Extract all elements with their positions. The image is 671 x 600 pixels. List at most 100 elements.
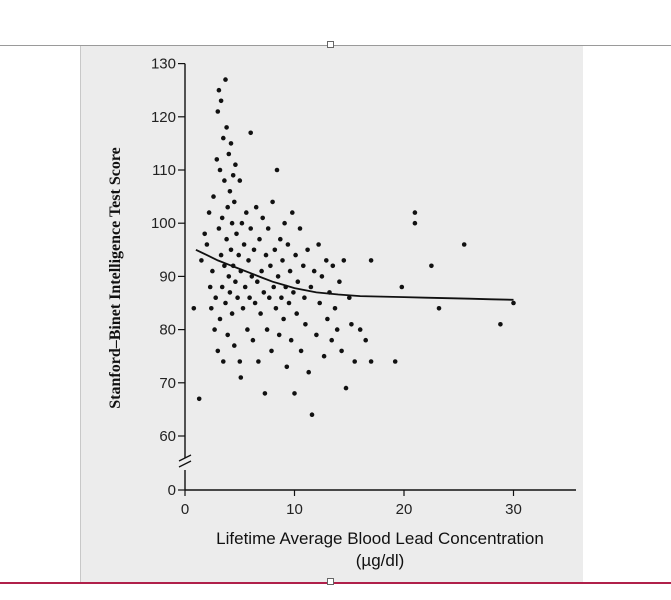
data-point <box>241 242 247 247</box>
data-point <box>286 300 292 306</box>
data-point <box>341 258 347 263</box>
y-axis-label: Stanford–Binet Intelligence Test Score <box>107 147 124 408</box>
data-point <box>211 194 216 199</box>
data-point <box>399 284 405 290</box>
data-point <box>233 162 238 167</box>
data-point <box>265 226 271 231</box>
data-point <box>237 359 243 364</box>
data-point <box>228 141 234 146</box>
x-axis-units: (µg/dl) <box>356 551 405 570</box>
data-point <box>347 295 352 301</box>
data-point <box>228 247 234 253</box>
data-point <box>294 311 300 316</box>
data-point <box>216 226 222 231</box>
data-point <box>319 274 325 279</box>
data-point <box>324 258 329 263</box>
data-point <box>212 327 217 332</box>
data-point <box>223 300 228 306</box>
data-point <box>368 359 374 364</box>
data-point <box>274 167 280 173</box>
data-point <box>199 258 204 263</box>
data-point <box>329 337 335 343</box>
data-point <box>225 332 230 338</box>
data-point <box>229 311 235 316</box>
data-point <box>202 231 207 237</box>
data-point <box>224 236 229 242</box>
data-point <box>209 306 214 311</box>
data-point <box>303 322 308 327</box>
data-point <box>305 247 310 253</box>
data-point <box>262 391 268 396</box>
data-point <box>252 300 258 306</box>
y-tick-label: 110 <box>152 162 176 179</box>
x-axis-label: Lifetime Average Blood Lead Concentratio… <box>216 529 544 548</box>
data-point <box>235 295 240 301</box>
data-point <box>267 295 272 301</box>
data-point <box>226 151 232 157</box>
data-point <box>227 290 233 295</box>
data-point <box>254 279 260 285</box>
data-point <box>245 327 250 332</box>
data-point <box>279 295 284 301</box>
data-point <box>285 242 291 247</box>
data-point <box>363 337 369 343</box>
data-point <box>368 258 374 263</box>
data-point <box>215 348 221 354</box>
data-point <box>236 252 241 258</box>
chart-ticks: 0 60 70 80 90 100 110 120 130 0 10 20 30 <box>151 56 522 518</box>
top-resize-handle[interactable] <box>327 41 334 48</box>
data-point <box>273 306 279 311</box>
data-point <box>280 258 285 263</box>
data-point <box>498 322 503 327</box>
data-point <box>287 268 293 274</box>
data-point <box>330 263 336 269</box>
data-point <box>225 204 230 210</box>
data-point <box>290 210 295 215</box>
chart-axes <box>178 63 576 491</box>
data-point <box>256 359 261 364</box>
data-point <box>221 135 226 141</box>
data-point <box>309 412 315 418</box>
data-point <box>242 284 248 290</box>
data-point <box>226 274 232 279</box>
data-point <box>278 236 283 242</box>
x-tick-label: 20 <box>396 501 413 518</box>
data-point <box>272 247 278 253</box>
data-point <box>239 220 245 226</box>
bottom-resize-handle[interactable] <box>327 578 334 585</box>
scanned-figure-background <box>80 46 583 582</box>
x-tick-label: 0 <box>181 501 189 518</box>
data-point <box>217 167 223 173</box>
data-point <box>392 359 398 364</box>
data-point <box>292 391 297 396</box>
y-axis-break-mark <box>178 460 192 468</box>
data-point <box>217 316 223 322</box>
data-point <box>298 348 304 354</box>
x-tick-label: 10 <box>286 501 303 518</box>
data-point <box>214 157 220 162</box>
data-point <box>232 343 237 348</box>
data-point <box>232 199 237 205</box>
data-point <box>210 268 215 274</box>
y-tick-label: 70 <box>159 375 176 392</box>
data-point <box>293 252 298 258</box>
data-point <box>257 236 262 242</box>
data-point <box>334 327 340 332</box>
bottom-page-border <box>0 582 671 584</box>
data-point <box>216 87 222 93</box>
data-point <box>282 220 287 226</box>
data-point <box>261 290 267 295</box>
data-point <box>337 279 342 285</box>
data-point <box>248 130 253 136</box>
data-point <box>291 290 296 295</box>
data-point <box>284 364 290 370</box>
x-tick-label: 30 <box>505 501 522 518</box>
data-point <box>230 173 236 178</box>
data-point <box>270 199 275 205</box>
top-page-border <box>0 45 671 46</box>
data-point <box>248 226 253 231</box>
data-point <box>271 284 277 290</box>
data-point <box>218 252 224 258</box>
y-tick-label: 90 <box>159 268 176 285</box>
fit-curve <box>195 248 514 301</box>
